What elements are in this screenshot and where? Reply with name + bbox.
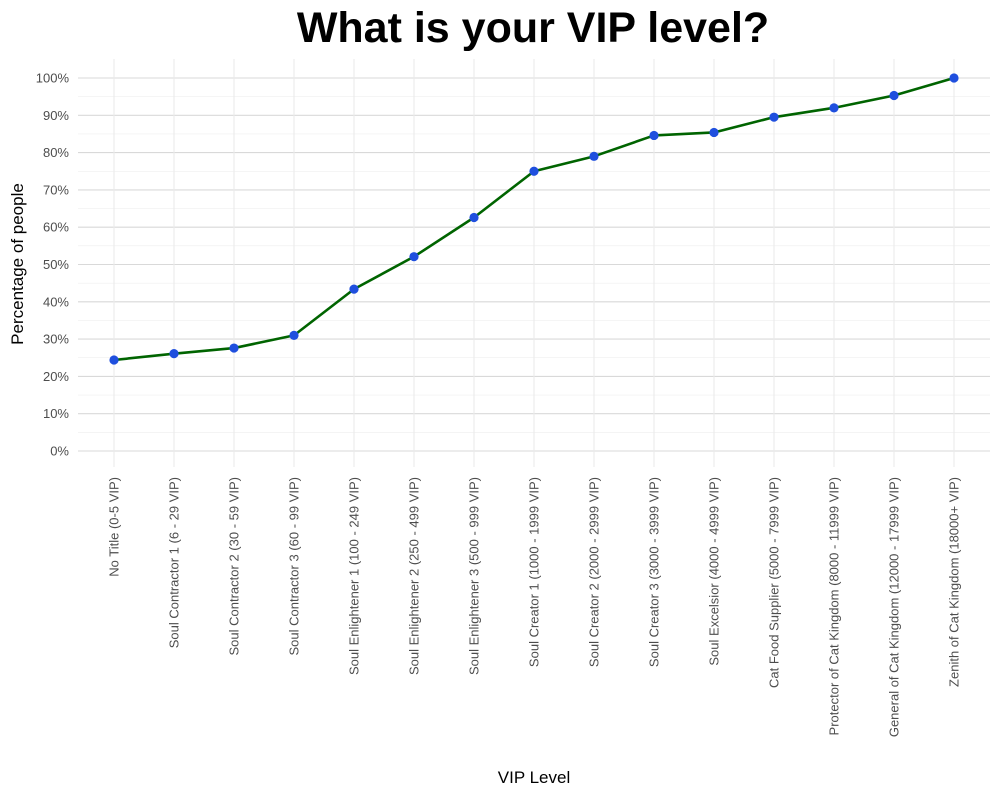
y-tick-label: 0% (50, 444, 69, 459)
x-tick-label: No Title (0-5 VIP) (107, 477, 122, 577)
data-point (769, 112, 779, 122)
x-gridlines (113, 59, 955, 467)
data-point (349, 284, 359, 294)
data-point (529, 166, 539, 176)
y-tick-label: 20% (43, 369, 69, 384)
x-tick-label: Soul Contractor 2 (30 - 59 VIP) (227, 477, 242, 655)
x-tick-label: Soul Contractor 3 (60 - 99 VIP) (287, 477, 302, 655)
data-point (829, 103, 839, 113)
x-tick-label: Soul Creator 1 (1000 - 1999 VIP) (527, 477, 542, 667)
x-tick-label: Protector of Cat Kingdom (8000 - 11999 V… (827, 477, 842, 735)
x-tick-label: Soul Excelsior (4000 - 4999 VIP) (707, 477, 722, 666)
x-tick-label: Soul Creator 3 (3000 - 3999 VIP) (647, 477, 662, 667)
y-tick-label: 90% (43, 108, 69, 123)
x-axis-label: VIP Level (497, 768, 571, 787)
y-tick-label: 60% (43, 220, 69, 235)
x-tick-label: Soul Contractor 1 (6 - 29 VIP) (167, 477, 182, 648)
y-tick-label: 70% (43, 182, 69, 197)
data-point (469, 212, 479, 223)
x-tick-label: Soul Enlightener 2 (250 - 499 VIP) (407, 477, 422, 675)
y-tick-label: 50% (43, 257, 69, 272)
y-tick-label: 30% (43, 332, 69, 347)
y-axis-ticks: 0% 10% 20% 30% 40% 50% 60% 70% 80% 90% 100% (36, 71, 70, 459)
y-tick-label: 40% (43, 294, 69, 309)
data-point (109, 355, 119, 365)
y-tick-label: 10% (43, 406, 69, 421)
x-tick-label: Soul Enlightener 1 (100 - 249 VIP) (347, 477, 362, 675)
x-axis-ticks: No Title (0-5 VIP) Soul Contractor 1 (6 -… (107, 477, 962, 737)
y-tick-label: 80% (43, 145, 69, 160)
data-point (289, 330, 299, 340)
data-point (889, 90, 899, 101)
y-tick-label: 100% (36, 71, 70, 86)
x-tick-label: Soul Enlightener 3 (500 - 999 VIP) (467, 477, 482, 675)
chart-title: What is your VIP level? (296, 4, 770, 52)
data-point (169, 349, 179, 359)
x-tick-label: Soul Creator 2 (2000 - 2999 VIP) (587, 477, 602, 667)
data-point (229, 343, 239, 353)
x-tick-label: General of Cat Kingdom (12000 - 17999 VI… (887, 477, 902, 737)
data-point (409, 252, 419, 262)
data-point (589, 151, 599, 161)
data-point (709, 127, 719, 138)
x-tick-label: Cat Food Supplier (5000 - 7999 VIP) (767, 477, 782, 688)
data-point (649, 130, 659, 141)
data-point (949, 73, 959, 83)
data-markers (109, 73, 959, 365)
x-tick-label: Zenith of Cat Kingdom (18000+ VIP) (947, 477, 962, 687)
